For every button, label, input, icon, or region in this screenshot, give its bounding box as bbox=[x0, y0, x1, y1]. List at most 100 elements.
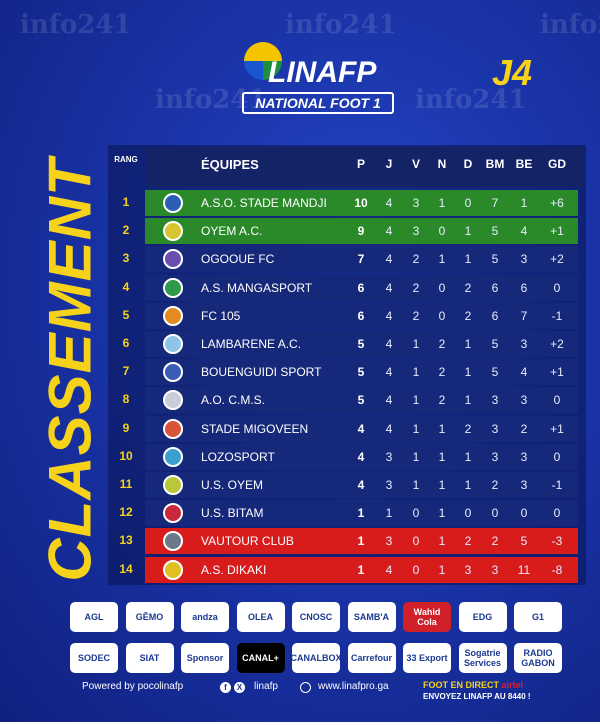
header-v: V bbox=[411, 157, 420, 171]
sponsor-logo: Wahid Cola bbox=[403, 602, 451, 632]
stat-j: 4 bbox=[385, 421, 393, 436]
table-row: 7 BOUENGUIDI SPORT 5 4 1 2 1 5 4 +1 bbox=[108, 359, 586, 386]
header-gd: GD bbox=[548, 157, 566, 171]
team-crest-icon bbox=[163, 559, 183, 580]
stat-gd: +1 bbox=[550, 224, 564, 239]
watermark: info241 bbox=[540, 10, 600, 40]
stat-n: 2 bbox=[438, 365, 446, 380]
rank: 14 bbox=[119, 561, 133, 576]
header-n: N bbox=[437, 157, 447, 171]
stat-bm: 3 bbox=[491, 562, 499, 577]
team-name: LOZOSPORT bbox=[201, 449, 275, 464]
team-crest-icon bbox=[163, 193, 183, 213]
rank: 2 bbox=[122, 223, 130, 238]
x-icon: X bbox=[234, 682, 245, 693]
stat-n: 2 bbox=[438, 393, 446, 408]
stat-j: 4 bbox=[385, 365, 393, 380]
watermark: info241 bbox=[20, 10, 132, 40]
stat-v: 0 bbox=[412, 506, 420, 521]
header-be: BE bbox=[515, 157, 533, 171]
stat-n: 1 bbox=[438, 534, 446, 549]
team-name: A.S.O. STADE MANDJI bbox=[201, 196, 327, 210]
website-link[interactable]: www.linafpro.ga bbox=[318, 681, 389, 692]
team-crest-icon bbox=[163, 418, 183, 439]
stat-v: 3 bbox=[412, 196, 420, 210]
stat-d: 1 bbox=[464, 224, 472, 239]
stat-gd: 0 bbox=[553, 449, 561, 464]
stat-bm: 6 bbox=[491, 308, 499, 323]
stat-gd: -3 bbox=[551, 534, 563, 549]
stat-gd: -1 bbox=[551, 308, 563, 323]
logo-name: LINAFP bbox=[268, 56, 377, 89]
rank: 13 bbox=[119, 533, 133, 548]
stat-j: 4 bbox=[385, 393, 393, 408]
stat-bm: 3 bbox=[491, 421, 499, 436]
stat-p: 7 bbox=[357, 252, 365, 267]
row-bar bbox=[145, 415, 578, 442]
rank: 10 bbox=[119, 448, 133, 463]
row-bar bbox=[145, 246, 578, 273]
powered-by: Powered by pocolinafp bbox=[82, 681, 184, 692]
stat-be: 11 bbox=[517, 562, 531, 577]
stat-p: 4 bbox=[357, 478, 365, 492]
stat-p: 1 bbox=[357, 534, 365, 549]
stat-be: 6 bbox=[520, 280, 528, 295]
table-row: 2 OYEM A.C. 9 4 3 0 1 5 4 +1 bbox=[108, 218, 586, 245]
stat-p: 4 bbox=[357, 421, 365, 436]
header-d: D bbox=[463, 157, 473, 171]
row-bar bbox=[145, 274, 578, 301]
stat-be: 3 bbox=[520, 449, 528, 464]
team-crest-icon bbox=[163, 277, 183, 298]
stat-p: 9 bbox=[357, 224, 365, 239]
team-name: VAUTOUR CLUB bbox=[201, 534, 294, 549]
team-crest-icon bbox=[163, 249, 183, 270]
stat-j: 4 bbox=[385, 308, 393, 323]
team-name: OYEM A.C. bbox=[201, 224, 263, 239]
stat-gd: +1 bbox=[550, 365, 564, 380]
rank: 9 bbox=[122, 420, 130, 435]
stat-d: 2 bbox=[464, 421, 472, 436]
rank: 1 bbox=[122, 195, 130, 209]
sponsor-logo: Carrefour bbox=[347, 643, 396, 673]
stat-be: 4 bbox=[520, 365, 528, 380]
stat-j: 4 bbox=[385, 562, 393, 577]
team-name: STADE MIGOVEEN bbox=[201, 421, 309, 436]
rank: 3 bbox=[122, 251, 130, 266]
stat-p: 10 bbox=[354, 196, 368, 210]
team-crest-icon bbox=[163, 362, 183, 383]
stat-d: 1 bbox=[464, 365, 472, 380]
table-row: 10 LOZOSPORT 4 3 1 1 1 3 3 0 bbox=[108, 443, 586, 470]
row-bar bbox=[145, 359, 578, 386]
team-crest-icon bbox=[163, 475, 183, 495]
stat-bm: 2 bbox=[491, 478, 499, 492]
row-bar bbox=[145, 472, 578, 498]
sponsor-logo: CANAL+ bbox=[236, 643, 285, 673]
stat-n: 0 bbox=[438, 280, 446, 295]
rank: 4 bbox=[122, 279, 130, 294]
rank: 7 bbox=[122, 364, 130, 379]
stat-v: 0 bbox=[412, 534, 420, 549]
stat-d: 1 bbox=[464, 337, 472, 351]
row-bar bbox=[145, 331, 578, 357]
team-name: U.S. OYEM bbox=[201, 478, 264, 492]
team-name: A.S. DIKAKI bbox=[201, 562, 267, 577]
stat-v: 1 bbox=[412, 365, 420, 380]
row-bar bbox=[145, 218, 578, 245]
rank: 12 bbox=[119, 505, 133, 520]
team-name: A.O. C.M.S. bbox=[201, 393, 266, 408]
stat-p: 5 bbox=[357, 393, 365, 408]
team-crest-icon bbox=[163, 503, 183, 524]
team-crest-icon bbox=[163, 305, 183, 326]
stat-be: 2 bbox=[520, 421, 528, 436]
stat-v: 1 bbox=[412, 449, 420, 464]
header-rank: RANG bbox=[114, 155, 138, 164]
stat-bm: 5 bbox=[491, 337, 499, 351]
stat-be: 0 bbox=[520, 506, 528, 521]
header-bm: BM bbox=[485, 157, 505, 171]
stat-n: 2 bbox=[438, 337, 446, 351]
rank: 5 bbox=[122, 307, 130, 322]
stat-j: 1 bbox=[385, 506, 393, 521]
sponsor-logo: EDG bbox=[458, 602, 507, 632]
rank: 11 bbox=[119, 477, 133, 491]
